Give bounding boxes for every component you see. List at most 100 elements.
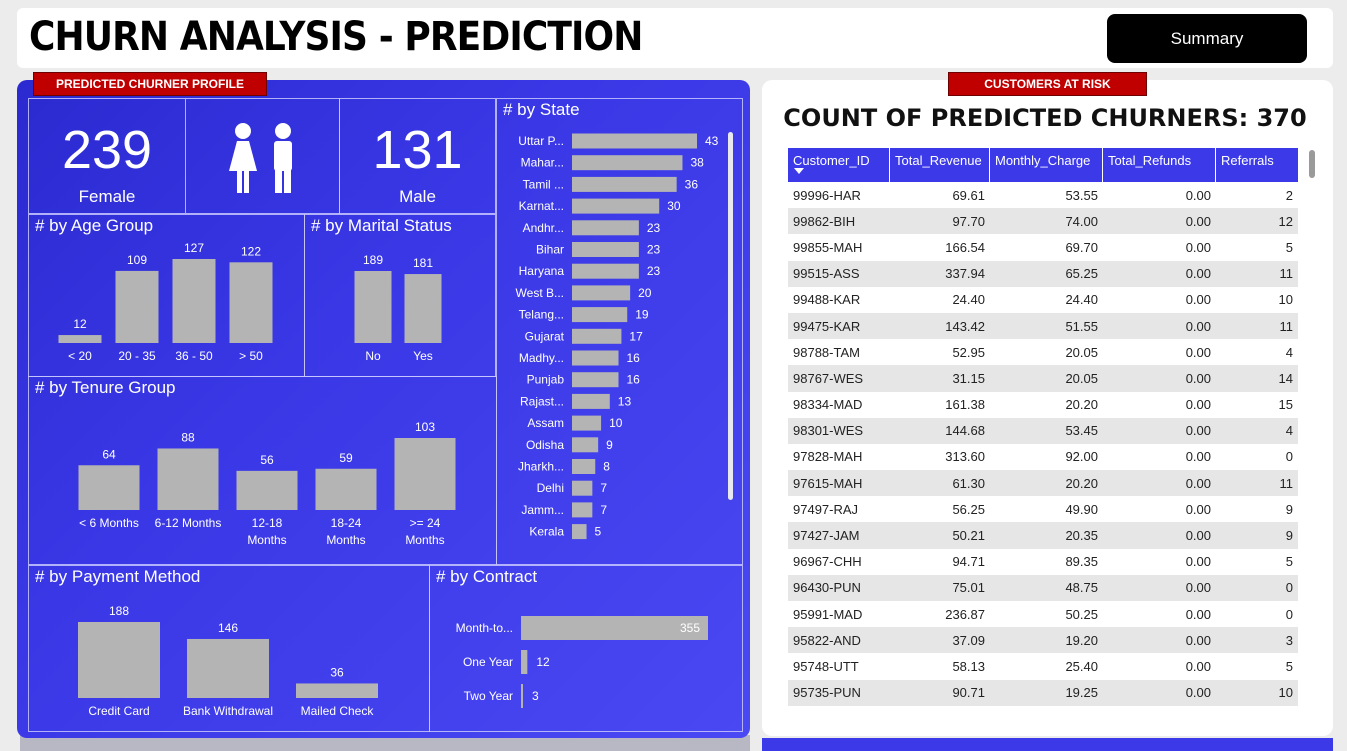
- data-label: 36: [330, 665, 344, 679]
- table-cell: 0.00: [1185, 475, 1211, 491]
- table-row[interactable]: 99515-ASS 337.94 65.25 0.00 11: [788, 260, 1298, 287]
- table-cell: 161.38: [945, 397, 985, 413]
- state-scrollbar[interactable]: [728, 132, 733, 500]
- customers-table: Customer_ID Total_Revenue Monthly_Charge…: [788, 148, 1298, 706]
- table-row[interactable]: 98767-WES 31.15 20.05 0.00 14: [788, 365, 1298, 392]
- table-row[interactable]: 99475-KAR 143.42 51.55 0.00 11: [788, 312, 1298, 340]
- table-cell: 56.25: [952, 501, 985, 517]
- category-label: >= 24: [410, 516, 441, 530]
- table-row[interactable]: 99855-MAH 166.54 69.70 0.00 5: [788, 234, 1298, 260]
- table-row[interactable]: 98301-WES 144.68 53.45 0.00 4: [788, 417, 1298, 444]
- category-label: Punjab: [527, 373, 565, 387]
- bar: [572, 198, 660, 214]
- table-cell: 96967-CHH: [793, 554, 862, 570]
- sort-descending-icon[interactable]: [794, 168, 804, 174]
- table-row[interactable]: 97497-RAJ 56.25 49.90 0.00 9: [788, 496, 1298, 522]
- table-cell: 92.00: [1065, 449, 1098, 465]
- table-cell: 95991-MAD: [793, 606, 863, 622]
- table-cell: 53.45: [1065, 423, 1098, 439]
- column-header-monthly-charge[interactable]: Monthly_Charge: [990, 148, 1103, 182]
- table-cell: 99475-KAR: [793, 318, 861, 334]
- table-cell: 236.87: [945, 606, 985, 622]
- female-count: 239: [61, 120, 153, 180]
- table-row[interactable]: 99996-HAR 69.61 53.55 0.00 2: [788, 182, 1298, 208]
- table-cell: 2: [1285, 187, 1293, 203]
- category-label: Months: [326, 533, 365, 547]
- bar: [187, 638, 269, 698]
- table-row[interactable]: 97427-JAM 50.21 20.35 0.00 9: [788, 522, 1298, 549]
- table-cell: 95735-PUN: [793, 685, 861, 701]
- tenure-group-chart: 64 < 6 Months 88 6-12 Months 56 12-18 Months 59…: [78, 420, 456, 547]
- table-cell: 9: [1285, 528, 1293, 544]
- data-label: 16: [627, 373, 641, 387]
- bar: [78, 622, 160, 698]
- bar: [521, 650, 528, 674]
- category-label: Telang...: [519, 308, 564, 322]
- table-cell: 0: [1285, 449, 1293, 465]
- table-cell: 94.71: [952, 554, 985, 570]
- data-label: 16: [627, 351, 641, 365]
- column-header-total-revenue[interactable]: Total_Revenue: [890, 148, 990, 182]
- table-row[interactable]: 97615-MAH 61.30 20.20 0.00 11: [788, 470, 1298, 497]
- bar: [572, 524, 587, 540]
- table-cell: 0.00: [1185, 344, 1211, 360]
- table-row[interactable]: 98334-MAD 161.38 20.20 0.00 15: [788, 392, 1298, 418]
- column-header-total-refunds[interactable]: Total_Refunds: [1103, 148, 1216, 182]
- table-row[interactable]: 96967-CHH 94.71 89.35 0.00 5: [788, 549, 1298, 575]
- bar: [236, 470, 298, 510]
- column-header-referrals[interactable]: Referrals: [1221, 153, 1274, 168]
- table-header: Customer_ID Total_Revenue Monthly_Charge…: [788, 148, 1298, 182]
- category-label: Bihar: [536, 243, 564, 257]
- data-label: 103: [415, 420, 435, 434]
- table-cell: 99515-ASS: [793, 266, 860, 282]
- category-label: Uttar P...: [518, 134, 564, 148]
- bar: [572, 459, 596, 474]
- summary-button[interactable]: Summary: [1107, 14, 1307, 63]
- data-label: 43: [705, 134, 719, 148]
- bar: [157, 448, 219, 510]
- column-header-customer-id[interactable]: Customer_ID: [788, 148, 890, 182]
- male-count: 131: [372, 120, 463, 180]
- table-row[interactable]: 98788-TAM 52.95 20.05 0.00 4: [788, 339, 1298, 365]
- table-row[interactable]: 95748-UTT 58.13 25.40 0.00 5: [788, 653, 1298, 679]
- table-cell: 20.05: [1065, 370, 1098, 386]
- category-label: West B...: [516, 286, 564, 300]
- bar: [572, 480, 593, 496]
- table-cell: 52.95: [952, 344, 985, 360]
- category-label: Mahar...: [521, 156, 564, 170]
- table-row[interactable]: 95735-PUN 90.71 19.25 0.00 10: [788, 679, 1298, 706]
- data-label: 88: [181, 430, 195, 444]
- table-row[interactable]: 95991-MAD 236.87 50.25 0.00 0: [788, 601, 1298, 627]
- category-label: Karnat...: [519, 199, 564, 213]
- table-row[interactable]: 95822-AND 37.09 19.20 0.00 3: [788, 627, 1298, 654]
- data-label: 355: [680, 621, 700, 635]
- customers-at-risk-panel: COUNT OF PREDICTED CHURNERS: 370 Custome…: [762, 80, 1333, 736]
- table-cell: 11: [1279, 475, 1294, 491]
- table-scrollbar[interactable]: [1309, 150, 1315, 178]
- table-cell: 51.55: [1065, 318, 1098, 334]
- table-row[interactable]: 99862-BIH 97.70 74.00 0.00 12: [788, 208, 1298, 235]
- category-label: Kerala: [529, 525, 564, 539]
- data-label: 56: [260, 453, 274, 467]
- data-label: 188: [109, 604, 129, 618]
- table-cell: 0.00: [1185, 397, 1211, 413]
- category-label: 12-18: [252, 516, 283, 530]
- table-cell: 24.40: [952, 292, 985, 308]
- table-row[interactable]: 96430-PUN 75.01 48.75 0.00 0: [788, 574, 1298, 601]
- table-row[interactable]: 99488-KAR 24.40 24.40 0.00 10: [788, 287, 1298, 313]
- table-cell: 0.00: [1185, 580, 1211, 596]
- table-cell: 20.20: [1065, 475, 1098, 491]
- bar: [572, 393, 610, 409]
- bar: [572, 328, 622, 344]
- data-label: 5: [595, 525, 602, 539]
- table-cell: 0.00: [1185, 370, 1211, 386]
- table-row[interactable]: 97828-MAH 313.60 92.00 0.00 0: [788, 444, 1298, 470]
- bar: [229, 262, 273, 343]
- table-cell: 74.00: [1065, 213, 1098, 229]
- bar: [572, 220, 639, 236]
- data-label: 23: [647, 221, 661, 235]
- table-body: 99996-HAR 69.61 53.55 0.00 2 99862-BIH 97.70 74…: [788, 182, 1298, 706]
- table-cell: 313.60: [945, 449, 985, 465]
- table-cell: 98301-WES: [793, 423, 864, 439]
- male-label: Male: [399, 187, 436, 206]
